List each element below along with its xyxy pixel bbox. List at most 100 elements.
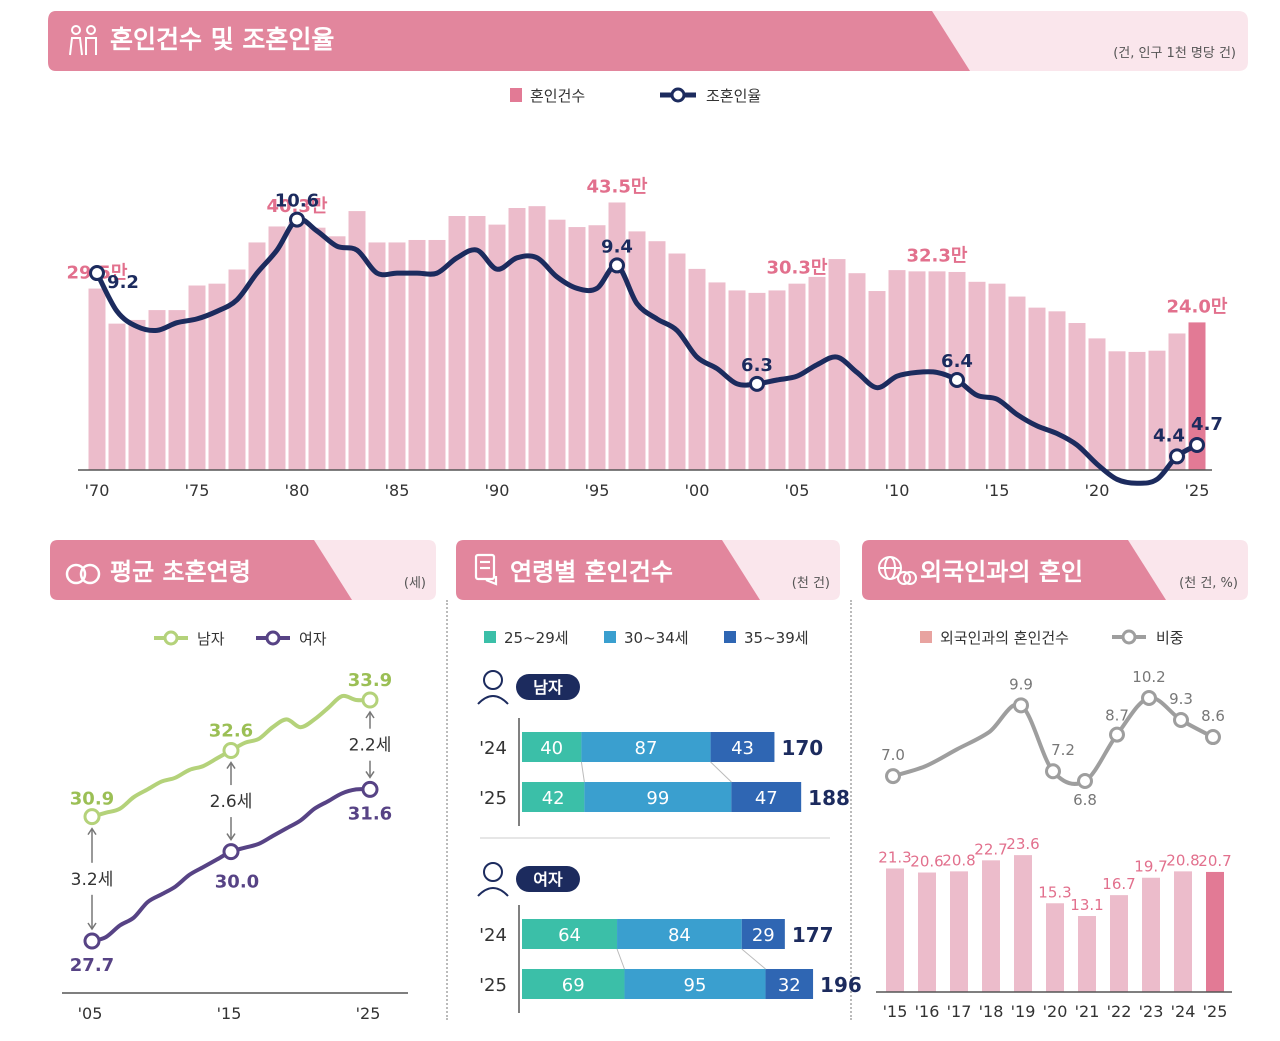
foreign-marriage-bar <box>1046 903 1064 992</box>
agegroup-segment-label: 69 <box>562 975 585 996</box>
agegroup-segment-label: 99 <box>646 788 669 809</box>
x-tick-label: '15 <box>217 1004 242 1023</box>
share-value-label: 8.6 <box>1201 707 1225 725</box>
x-tick-label: '75 <box>185 481 210 500</box>
row-year-label: '25 <box>479 975 507 996</box>
share-marker <box>1205 729 1221 746</box>
marriage-bar <box>108 323 126 470</box>
bar-value-label: 24.0만 <box>1167 296 1228 317</box>
row-year-label: '24 <box>479 925 507 946</box>
agegroup-segment-label: 87 <box>635 738 658 759</box>
legend-agegroup-swatch <box>484 631 496 643</box>
legend-foreign-bar-label: 외국인과의 혼인건수 <box>940 629 1069 647</box>
bar-value-label: 43.5만 <box>587 176 648 197</box>
legend-agegroup-label: 35~39세 <box>744 629 809 647</box>
foreign-bar-value-label: 20.8 <box>1166 851 1199 869</box>
agegroup-panel-title: 연령별 혼인건수 <box>510 558 673 586</box>
main-unit: (건, 인구 1천 명당 건) <box>1113 46 1236 61</box>
foreign-marriage-bar <box>950 871 968 992</box>
legend-agegroup-label: 30~34세 <box>624 629 689 647</box>
share-value-label: 9.3 <box>1169 690 1193 708</box>
agegroup-segment-label: 43 <box>731 738 754 759</box>
male-age-marker <box>361 691 379 709</box>
marriage-bar <box>648 241 666 470</box>
marriage-bar <box>888 270 906 470</box>
x-tick-label: '90 <box>485 481 510 500</box>
separator-1 <box>446 600 448 1020</box>
marriage-bar <box>1008 296 1026 470</box>
marriage-bar <box>408 239 426 470</box>
marriage-bar <box>348 211 366 470</box>
x-tick-label: '20 <box>1043 1002 1068 1021</box>
separator-2 <box>850 600 852 1020</box>
gap-arrowhead-top <box>365 710 375 719</box>
marriage-bar <box>1068 323 1086 470</box>
foreign-bar-value-label: 15.3 <box>1038 883 1071 901</box>
x-tick-label: '15 <box>883 1002 908 1021</box>
share-marker <box>1077 773 1093 789</box>
foreign-panel-unit: (천 건, %) <box>1179 576 1238 591</box>
man-icon-body <box>477 695 509 705</box>
foreign-bar-value-label: 13.1 <box>1070 896 1103 914</box>
segment-connector <box>580 761 585 783</box>
agegroup-segment <box>522 732 582 762</box>
agegroup-segment-label: 64 <box>558 925 581 946</box>
foreign-marriage-bar <box>982 860 1000 992</box>
share-marker <box>1013 697 1029 714</box>
agegroup-segment <box>522 919 618 949</box>
marriage-bar <box>988 283 1006 470</box>
rate-value-label: 4.7 <box>1191 414 1223 435</box>
row-total-label: 177 <box>792 923 834 947</box>
x-tick-label: '25 <box>1185 481 1210 500</box>
agegroup-segment <box>710 732 775 762</box>
x-tick-label: '21 <box>1075 1002 1100 1021</box>
marriage-bar <box>188 285 206 470</box>
agegroup-segment-label: 32 <box>778 975 801 996</box>
couple-icon <box>69 25 97 56</box>
marriage-bar <box>1188 322 1206 470</box>
age-panel-title: 평균 초혼연령 <box>110 558 251 586</box>
gender-badge-label: 남자 <box>533 678 563 697</box>
main-header: 혼인건수 및 조혼인율 (건, 인구 1천 명당 건) <box>48 11 1248 71</box>
foreign-marriage-bar <box>1174 871 1192 992</box>
marriage-bar <box>468 216 486 470</box>
legend-foreign-bar-swatch <box>920 631 932 643</box>
row-total-label: 170 <box>781 736 823 760</box>
agegroup-segment <box>741 919 785 949</box>
marriage-bar <box>288 222 306 470</box>
legend-line-label: 조혼인율 <box>706 87 761 105</box>
marriage-bar <box>88 288 106 470</box>
share-value-label: 7.2 <box>1051 741 1075 759</box>
share-marker <box>1045 763 1061 780</box>
rate-marker <box>1189 436 1205 453</box>
marriage-bar <box>868 291 886 470</box>
marriage-bar <box>248 242 266 470</box>
segment-connector <box>710 761 732 783</box>
x-tick-label: '15 <box>985 481 1010 500</box>
foreign-marriage-bar <box>918 872 936 992</box>
legend-share-marker <box>1121 629 1137 645</box>
headers-layer: 혼인건수 및 조혼인율 (건, 인구 1천 명당 건) 혼인건수 조혼인율 평균… <box>48 11 1248 600</box>
x-tick-label: '25 <box>1203 1002 1228 1021</box>
marriage-bar <box>368 242 386 470</box>
x-tick-label: '18 <box>979 1002 1004 1021</box>
marriage-bar <box>508 208 526 470</box>
agegroup-segment-label: 84 <box>668 925 691 946</box>
foreign-marriage-bar <box>1206 871 1224 992</box>
gap-arrowhead-bottom <box>365 770 375 779</box>
x-tick-label: '95 <box>585 481 610 500</box>
agegroup-segment <box>765 969 814 999</box>
male-age-label: 30.9 <box>70 789 114 810</box>
marriage-bar <box>668 253 686 470</box>
marriage-bar <box>208 283 226 470</box>
male-age-label: 32.6 <box>209 721 253 742</box>
male-age-label: 33.9 <box>348 670 392 691</box>
marriage-bar <box>808 276 826 470</box>
marriage-bar <box>308 227 326 470</box>
share-value-label: 7.0 <box>881 746 905 764</box>
legend-share-label: 비중 <box>1156 629 1184 647</box>
rate-value-label: 6.3 <box>741 355 773 376</box>
share-value-label: 10.2 <box>1132 668 1165 686</box>
